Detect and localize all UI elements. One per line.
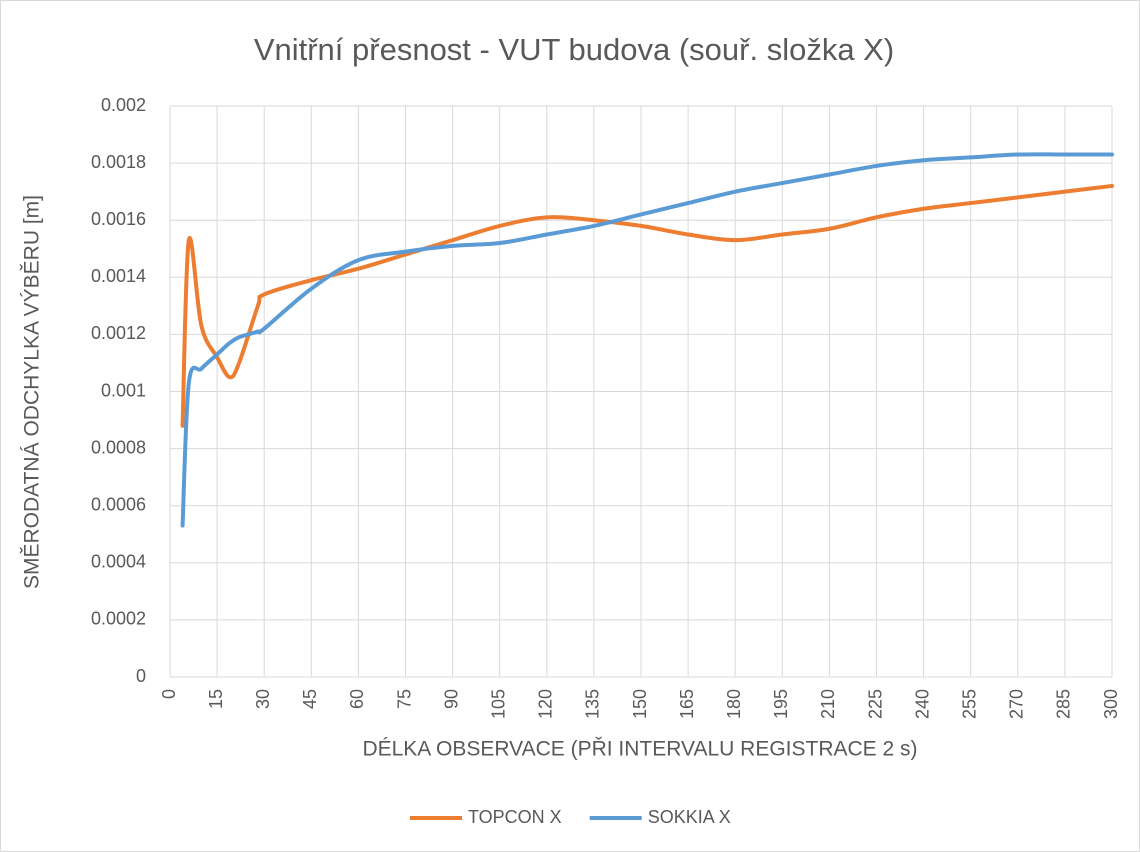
y-tick-label: 0.0018 (91, 152, 146, 172)
x-tick-label: 180 (724, 689, 744, 719)
x-tick-label: 165 (677, 689, 697, 719)
x-tick-label: 300 (1101, 689, 1121, 719)
y-axis-label: SMĚRODATNÁ ODCHYLKA VÝBĚRU [m] (21, 195, 44, 589)
y-tick-label: 0.0006 (91, 494, 146, 514)
x-axis-label: DÉLKA OBSERVACE (PŘI INTERVALU REGISTRAC… (362, 738, 917, 761)
x-tick-label: 240 (912, 689, 932, 719)
x-tick-label: 210 (818, 689, 838, 719)
y-tick-label: 0 (136, 666, 146, 686)
x-tick-label: 195 (771, 689, 791, 719)
y-tick-label: 0.0014 (91, 266, 146, 286)
x-tick-label: 150 (630, 689, 650, 719)
x-tick-label: 135 (583, 689, 603, 719)
y-tick-label: 0.002 (101, 95, 146, 115)
x-tick-label: 90 (441, 689, 461, 709)
series-line (180, 183, 1114, 428)
x-tick-label: 30 (253, 689, 273, 709)
y-tick-label: 0.0002 (91, 609, 146, 629)
y-tick-label: 0.0008 (91, 437, 146, 457)
x-tick-label: 105 (488, 689, 508, 719)
x-tick-label: 60 (347, 689, 367, 709)
x-tick-label: 225 (865, 689, 885, 719)
series-line (180, 152, 1114, 528)
x-tick-label: 45 (300, 689, 320, 709)
legend-label: TOPCON X (468, 807, 562, 827)
y-tick-label: 0.0016 (91, 209, 146, 229)
x-tick-label: 15 (206, 689, 226, 709)
y-tick-label: 0.0004 (91, 552, 146, 572)
x-tick-label: 120 (536, 689, 556, 719)
x-tick-label: 0 (159, 689, 179, 699)
x-tick-label: 285 (1054, 689, 1074, 719)
y-tick-label: 0.0012 (91, 323, 146, 343)
y-tick-label: 0.001 (101, 380, 146, 400)
x-tick-label: 255 (959, 689, 979, 719)
legend-label: SOKKIA X (648, 807, 731, 827)
chart-title: Vnitřní přesnost - VUT budova (souř. slo… (254, 32, 894, 67)
x-tick-label: 75 (394, 689, 414, 709)
x-tick-label: 270 (1007, 689, 1027, 719)
